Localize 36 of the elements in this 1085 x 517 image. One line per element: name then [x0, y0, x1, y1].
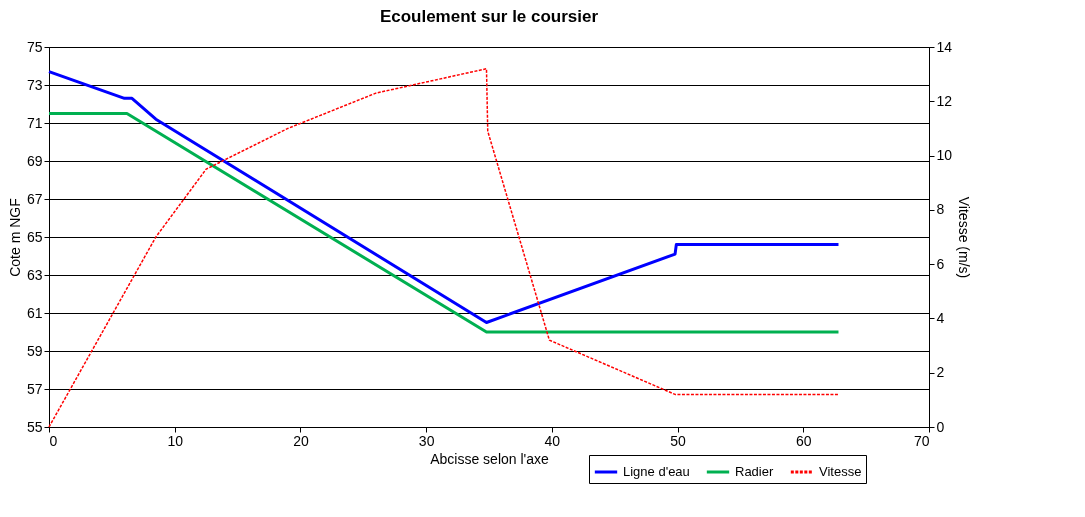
y2-tick-label: 12 [936, 92, 953, 109]
y-tick-label: 69 [26, 152, 43, 169]
y2-tick-label: 8 [936, 201, 945, 218]
y-axis-title: Cote m NGF [6, 198, 23, 277]
x-tick-label: 60 [796, 432, 812, 449]
line-series [47, 70, 840, 324]
y-tick-label: 67 [26, 190, 43, 207]
y-tick-label: 71 [26, 114, 43, 131]
x-tick-label: 40 [544, 432, 561, 449]
legend-label: Radier [735, 464, 774, 479]
y-tick-label: 75 [26, 38, 43, 55]
y2-tick-label: 6 [936, 255, 945, 272]
legend-label: Ligne d'eau [623, 464, 690, 479]
y2-tick-label: 14 [936, 38, 953, 55]
y-tick-label: 61 [26, 304, 43, 321]
y-tick-label: 59 [26, 342, 43, 359]
line-series [48, 67, 840, 428]
legend-label: Vitesse [819, 464, 862, 479]
y-tick-label: 73 [26, 76, 43, 93]
y-tick-label: 57 [26, 380, 43, 397]
x-tick-label: 0 [49, 432, 58, 449]
y-tick-label: 65 [26, 228, 43, 245]
x-tick-label: 10 [167, 432, 184, 449]
y2-tick-label: 4 [936, 309, 945, 326]
x-axis-title: Abcisse selon l'axe [430, 450, 550, 467]
y-tick-label: 63 [26, 266, 43, 283]
y2-axis-title: Vitesse (m/s) [956, 196, 973, 279]
x-tick-label: 70 [913, 432, 930, 449]
y2-tick-label: 10 [936, 147, 953, 164]
y2-tick-label: 0 [936, 418, 945, 435]
x-tick-label: 30 [418, 432, 435, 449]
chart-title: Ecoulement sur le coursier [379, 7, 599, 26]
x-tick-label: 50 [670, 432, 687, 449]
x-tick-label: 20 [293, 432, 309, 449]
y2-tick-label: 2 [936, 364, 945, 381]
y-tick-label: 55 [26, 418, 43, 435]
